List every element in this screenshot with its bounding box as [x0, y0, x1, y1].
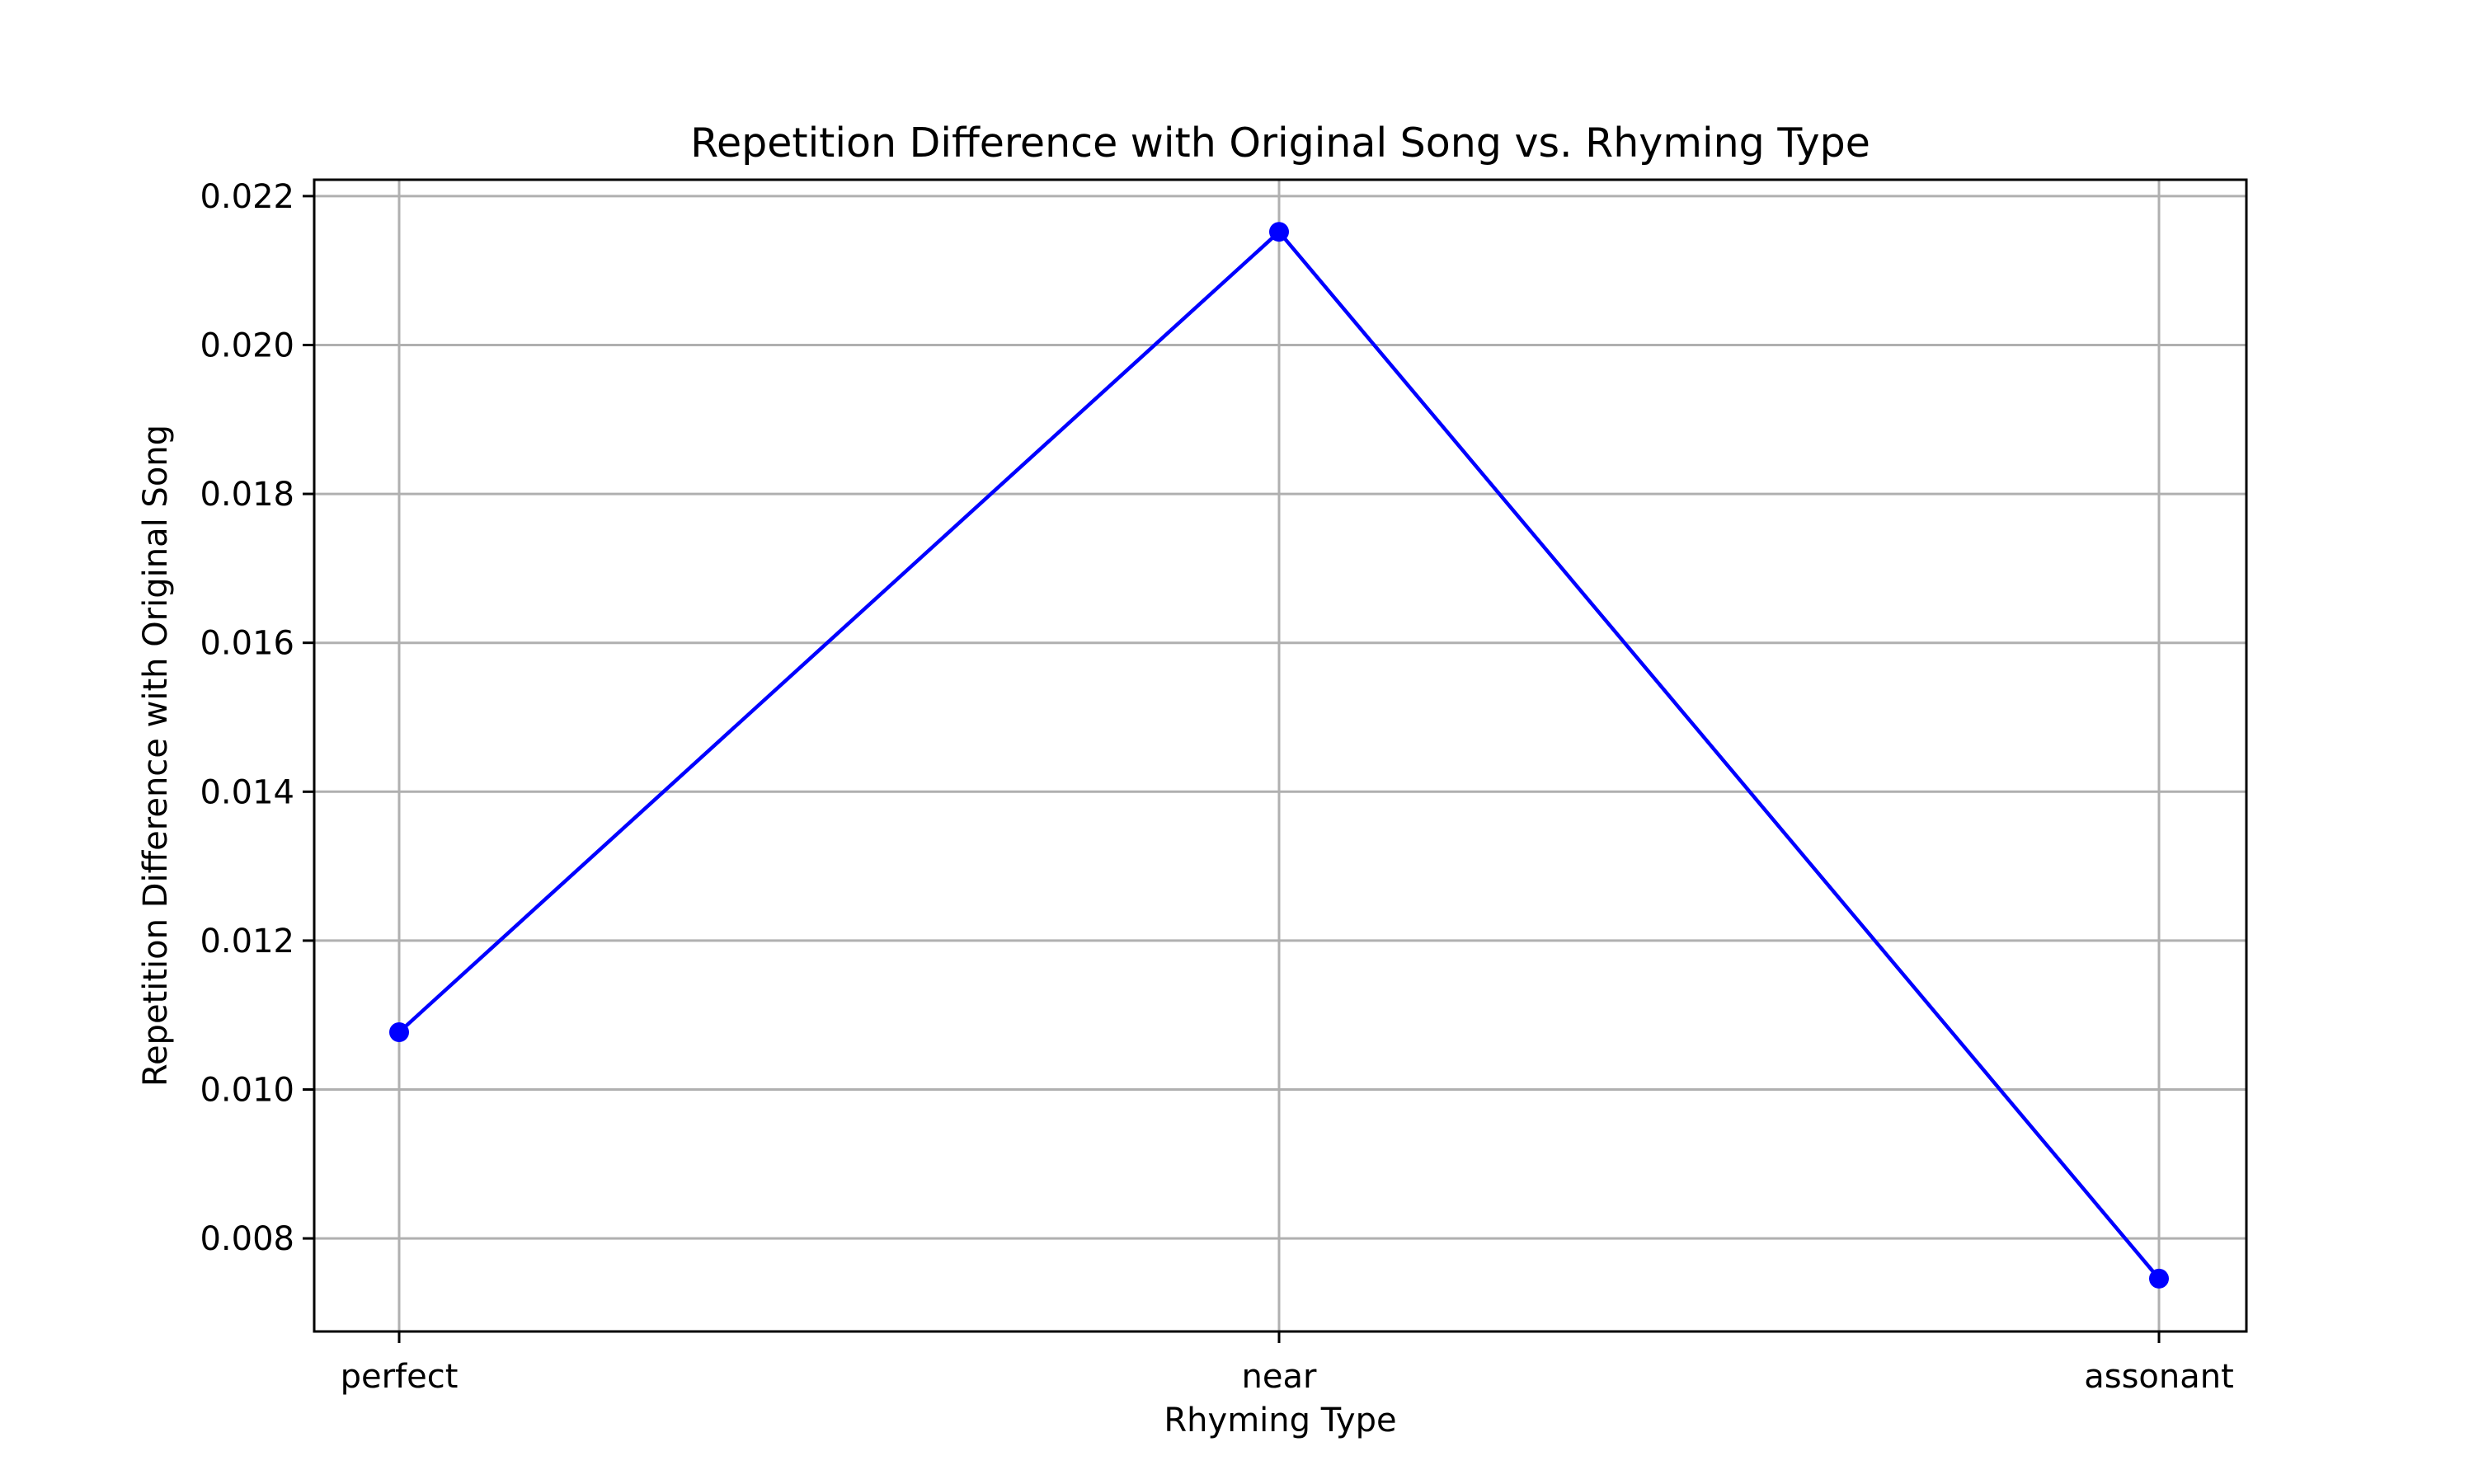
y-tick-label: 0.016	[200, 625, 294, 663]
chart-title: Repetition Difference with Original Song…	[690, 120, 1870, 167]
y-tick-label: 0.022	[200, 178, 294, 216]
x-tick-label: assonant	[2084, 1358, 2234, 1396]
data-point-near	[1269, 222, 1289, 242]
x-tick-label: perfect	[341, 1358, 459, 1396]
y-tick-label: 0.012	[200, 923, 294, 960]
y-tick-label: 0.008	[200, 1220, 294, 1258]
data-point-perfect	[389, 1021, 409, 1042]
y-axis-label: Repetition Difference with Original Song	[137, 425, 175, 1087]
y-tick-label: 0.018	[200, 476, 294, 514]
x-tick-label: near	[1242, 1358, 1317, 1396]
y-tick-label: 0.020	[200, 326, 294, 364]
series-layer	[389, 222, 2169, 1289]
x-axis-label: Rhyming Type	[1164, 1402, 1396, 1439]
data-point-assonant	[2149, 1268, 2169, 1289]
grid	[314, 180, 2246, 1331]
y-tick-label: 0.014	[200, 773, 294, 811]
axis-ticks: perfect near assonant 0.008 0.010 0.012 0.014 0…	[200, 178, 2233, 1396]
y-tick-label: 0.010	[200, 1072, 294, 1110]
